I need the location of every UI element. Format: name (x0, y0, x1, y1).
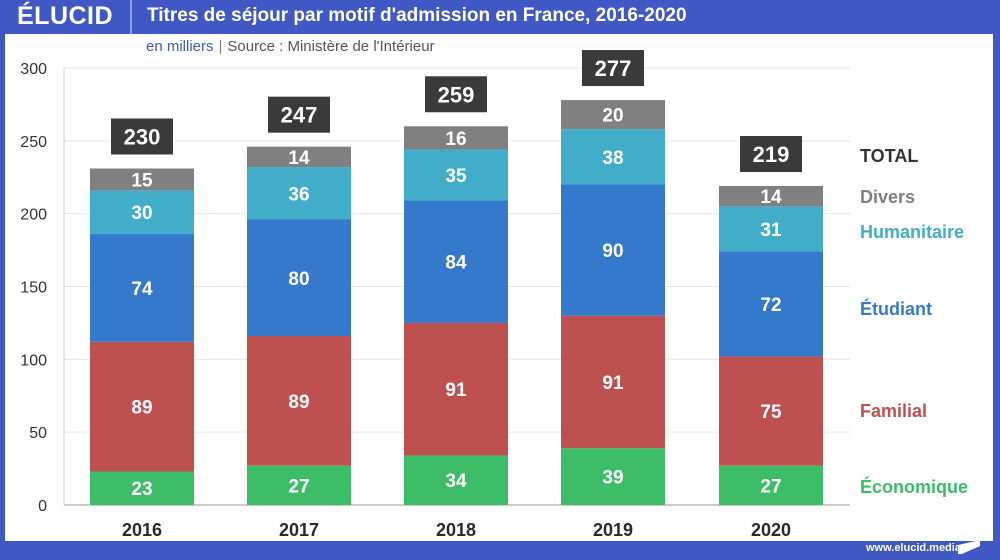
bar-segment-economique (404, 455, 508, 505)
bar-value-label: 15 (131, 170, 153, 191)
legend-economique: Économique (860, 476, 968, 497)
bar-segment-humanitaire (561, 129, 665, 185)
x-tick-label: 2016 (122, 520, 162, 540)
legend-etudiant: Étudiant (860, 298, 932, 319)
subtitle-separator: | (218, 38, 223, 55)
total-label: 277 (595, 56, 632, 81)
bar-value-label: 90 (602, 241, 623, 262)
bar-value-label: 89 (131, 398, 152, 419)
bar-value-label: 31 (760, 220, 782, 241)
bar-segment-divers (719, 185, 823, 207)
bar-segment-divers (561, 100, 665, 130)
total-box (425, 76, 487, 113)
y-tick-label: 50 (29, 425, 47, 442)
total-box (582, 50, 644, 87)
bar-segment-etudiant (404, 200, 508, 323)
bar-value-label: 72 (760, 295, 781, 316)
y-tick-label: 300 (20, 61, 47, 78)
legend-familial: Familial (860, 401, 927, 421)
total-box (111, 118, 173, 155)
bar-value-label: 34 (445, 471, 467, 492)
bar-segment-etudiant (90, 234, 194, 342)
bar-segment-divers (90, 168, 194, 191)
bar-value-label: 38 (602, 148, 623, 169)
bar-value-label: 14 (760, 187, 782, 208)
header: ÉLUCID Titres de séjour par motif d'admi… (0, 0, 1000, 34)
bar-segment-humanitaire (90, 190, 194, 235)
total-label: 259 (438, 82, 475, 107)
chart-subtitle: en milliers | Source : Ministère de l'Inté… (146, 38, 435, 55)
bar-segment-economique (247, 465, 351, 505)
y-tick-label: 200 (20, 207, 47, 224)
bar-value-label: 30 (131, 203, 152, 224)
bar-value-label: 91 (602, 373, 624, 394)
bar-value-label: 16 (445, 129, 466, 150)
bar-segment-familial (247, 336, 351, 466)
legend-divers: Divers (860, 187, 915, 207)
bar-value-label: 75 (760, 402, 782, 423)
total-label: 247 (281, 103, 318, 128)
bar-value-label: 80 (288, 269, 309, 290)
header-divider (130, 0, 132, 34)
legend-humanitaire: Humanitaire (860, 222, 964, 242)
bar-segment-divers (404, 126, 508, 150)
x-tick-label: 2019 (593, 520, 633, 540)
bar-value-label: 35 (445, 166, 467, 187)
bar-value-label: 74 (131, 279, 153, 300)
x-tick-label: 2020 (751, 520, 791, 540)
bar-segment-etudiant (719, 251, 823, 357)
bar-segment-humanitaire (247, 167, 351, 220)
elucid-logo: ÉLUCID (17, 2, 114, 30)
bar-value-label: 91 (445, 380, 467, 401)
bar-value-label: 84 (445, 253, 467, 274)
total-box (740, 135, 802, 172)
bar-segment-familial (404, 322, 508, 456)
bar-segment-humanitaire (404, 149, 508, 201)
legend-total: TOTAL (860, 146, 918, 166)
footer-url[interactable]: www.elucid.media (866, 542, 961, 554)
total-label: 230 (124, 125, 161, 150)
bar-segment-etudiant (561, 184, 665, 316)
bar-segment-economique (561, 448, 665, 505)
y-tick-label: 150 (20, 280, 47, 297)
elucid-flag-icon (958, 540, 980, 554)
bar-value-label: 23 (131, 479, 152, 500)
bar-value-label: 39 (602, 468, 623, 489)
bar-segment-familial (719, 356, 823, 466)
bar-value-label: 89 (288, 392, 309, 413)
bar-value-label: 14 (288, 148, 310, 169)
bar-value-label: 27 (760, 476, 781, 497)
bar-segment-divers (247, 146, 351, 168)
bar-value-label: 36 (288, 184, 309, 205)
bar-segment-etudiant (247, 219, 351, 337)
y-tick-label: 250 (20, 134, 47, 151)
bar-segment-economique (90, 471, 194, 505)
source-label: Source : Ministère de l'Intérieur (227, 38, 435, 55)
chart-title: Titres de séjour par motif d'admission e… (147, 5, 687, 26)
bar-segment-economique (719, 465, 823, 505)
bar-segment-humanitaire (719, 206, 823, 252)
unit-label: en milliers (146, 38, 214, 55)
bar-segment-familial (561, 315, 665, 449)
bar-segment-familial (90, 341, 194, 472)
y-tick-label: 100 (20, 352, 47, 369)
x-tick-label: 2018 (436, 520, 476, 540)
total-label: 219 (753, 142, 790, 167)
bar-value-label: 27 (288, 476, 309, 497)
y-tick-label: 0 (38, 498, 47, 515)
bar-value-label: 20 (602, 106, 623, 127)
x-tick-label: 2017 (279, 520, 319, 540)
total-box (268, 96, 330, 133)
